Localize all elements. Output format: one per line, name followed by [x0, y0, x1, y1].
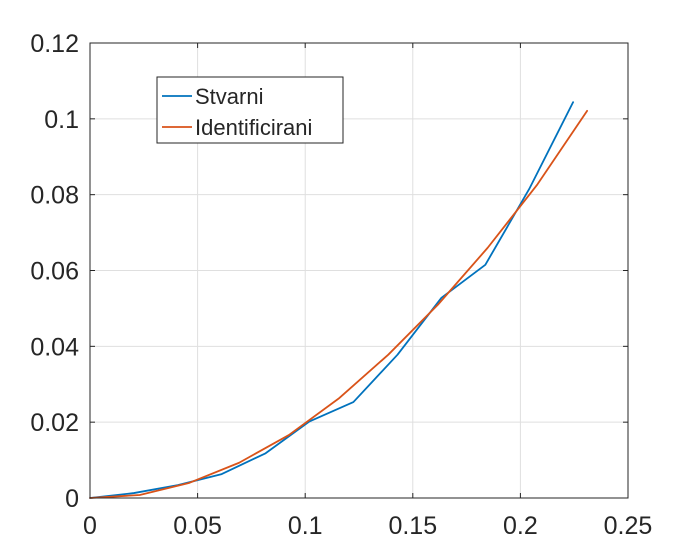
legend-label-stvarni: Stvarni [195, 84, 263, 109]
x-tick-label: 0.15 [388, 512, 437, 540]
x-axis: 0 0.05 0.1 0.15 0.2 0.25 [83, 43, 652, 540]
y-tick-label: 0.04 [30, 333, 79, 361]
y-tick-label: 0.12 [30, 30, 79, 58]
x-tick-label: 0 [83, 512, 97, 540]
y-tick-label: 0.1 [44, 106, 79, 134]
x-tick-label: 0.2 [503, 512, 538, 540]
y-tick-label: 0 [65, 485, 79, 513]
y-tick-label: 0.02 [30, 409, 79, 437]
series-line-identificirani [89, 109, 589, 499]
x-tick-label: 0.25 [604, 512, 653, 540]
legend-box [156, 76, 344, 144]
x-tick-label: 0.05 [173, 512, 222, 540]
series-lines [89, 101, 589, 499]
series-line-stvarni [89, 101, 575, 499]
y-tick-label: 0.08 [30, 182, 79, 210]
legend-label-identificirani: Identificirani [195, 115, 312, 140]
legend: Stvarni Identificirani [156, 76, 344, 144]
y-tick-label: 0.06 [30, 258, 79, 286]
y-axis: 0 0.02 0.04 0.06 0.08 0.1 0.12 [30, 30, 628, 513]
x-tick-label: 0.1 [288, 512, 323, 540]
